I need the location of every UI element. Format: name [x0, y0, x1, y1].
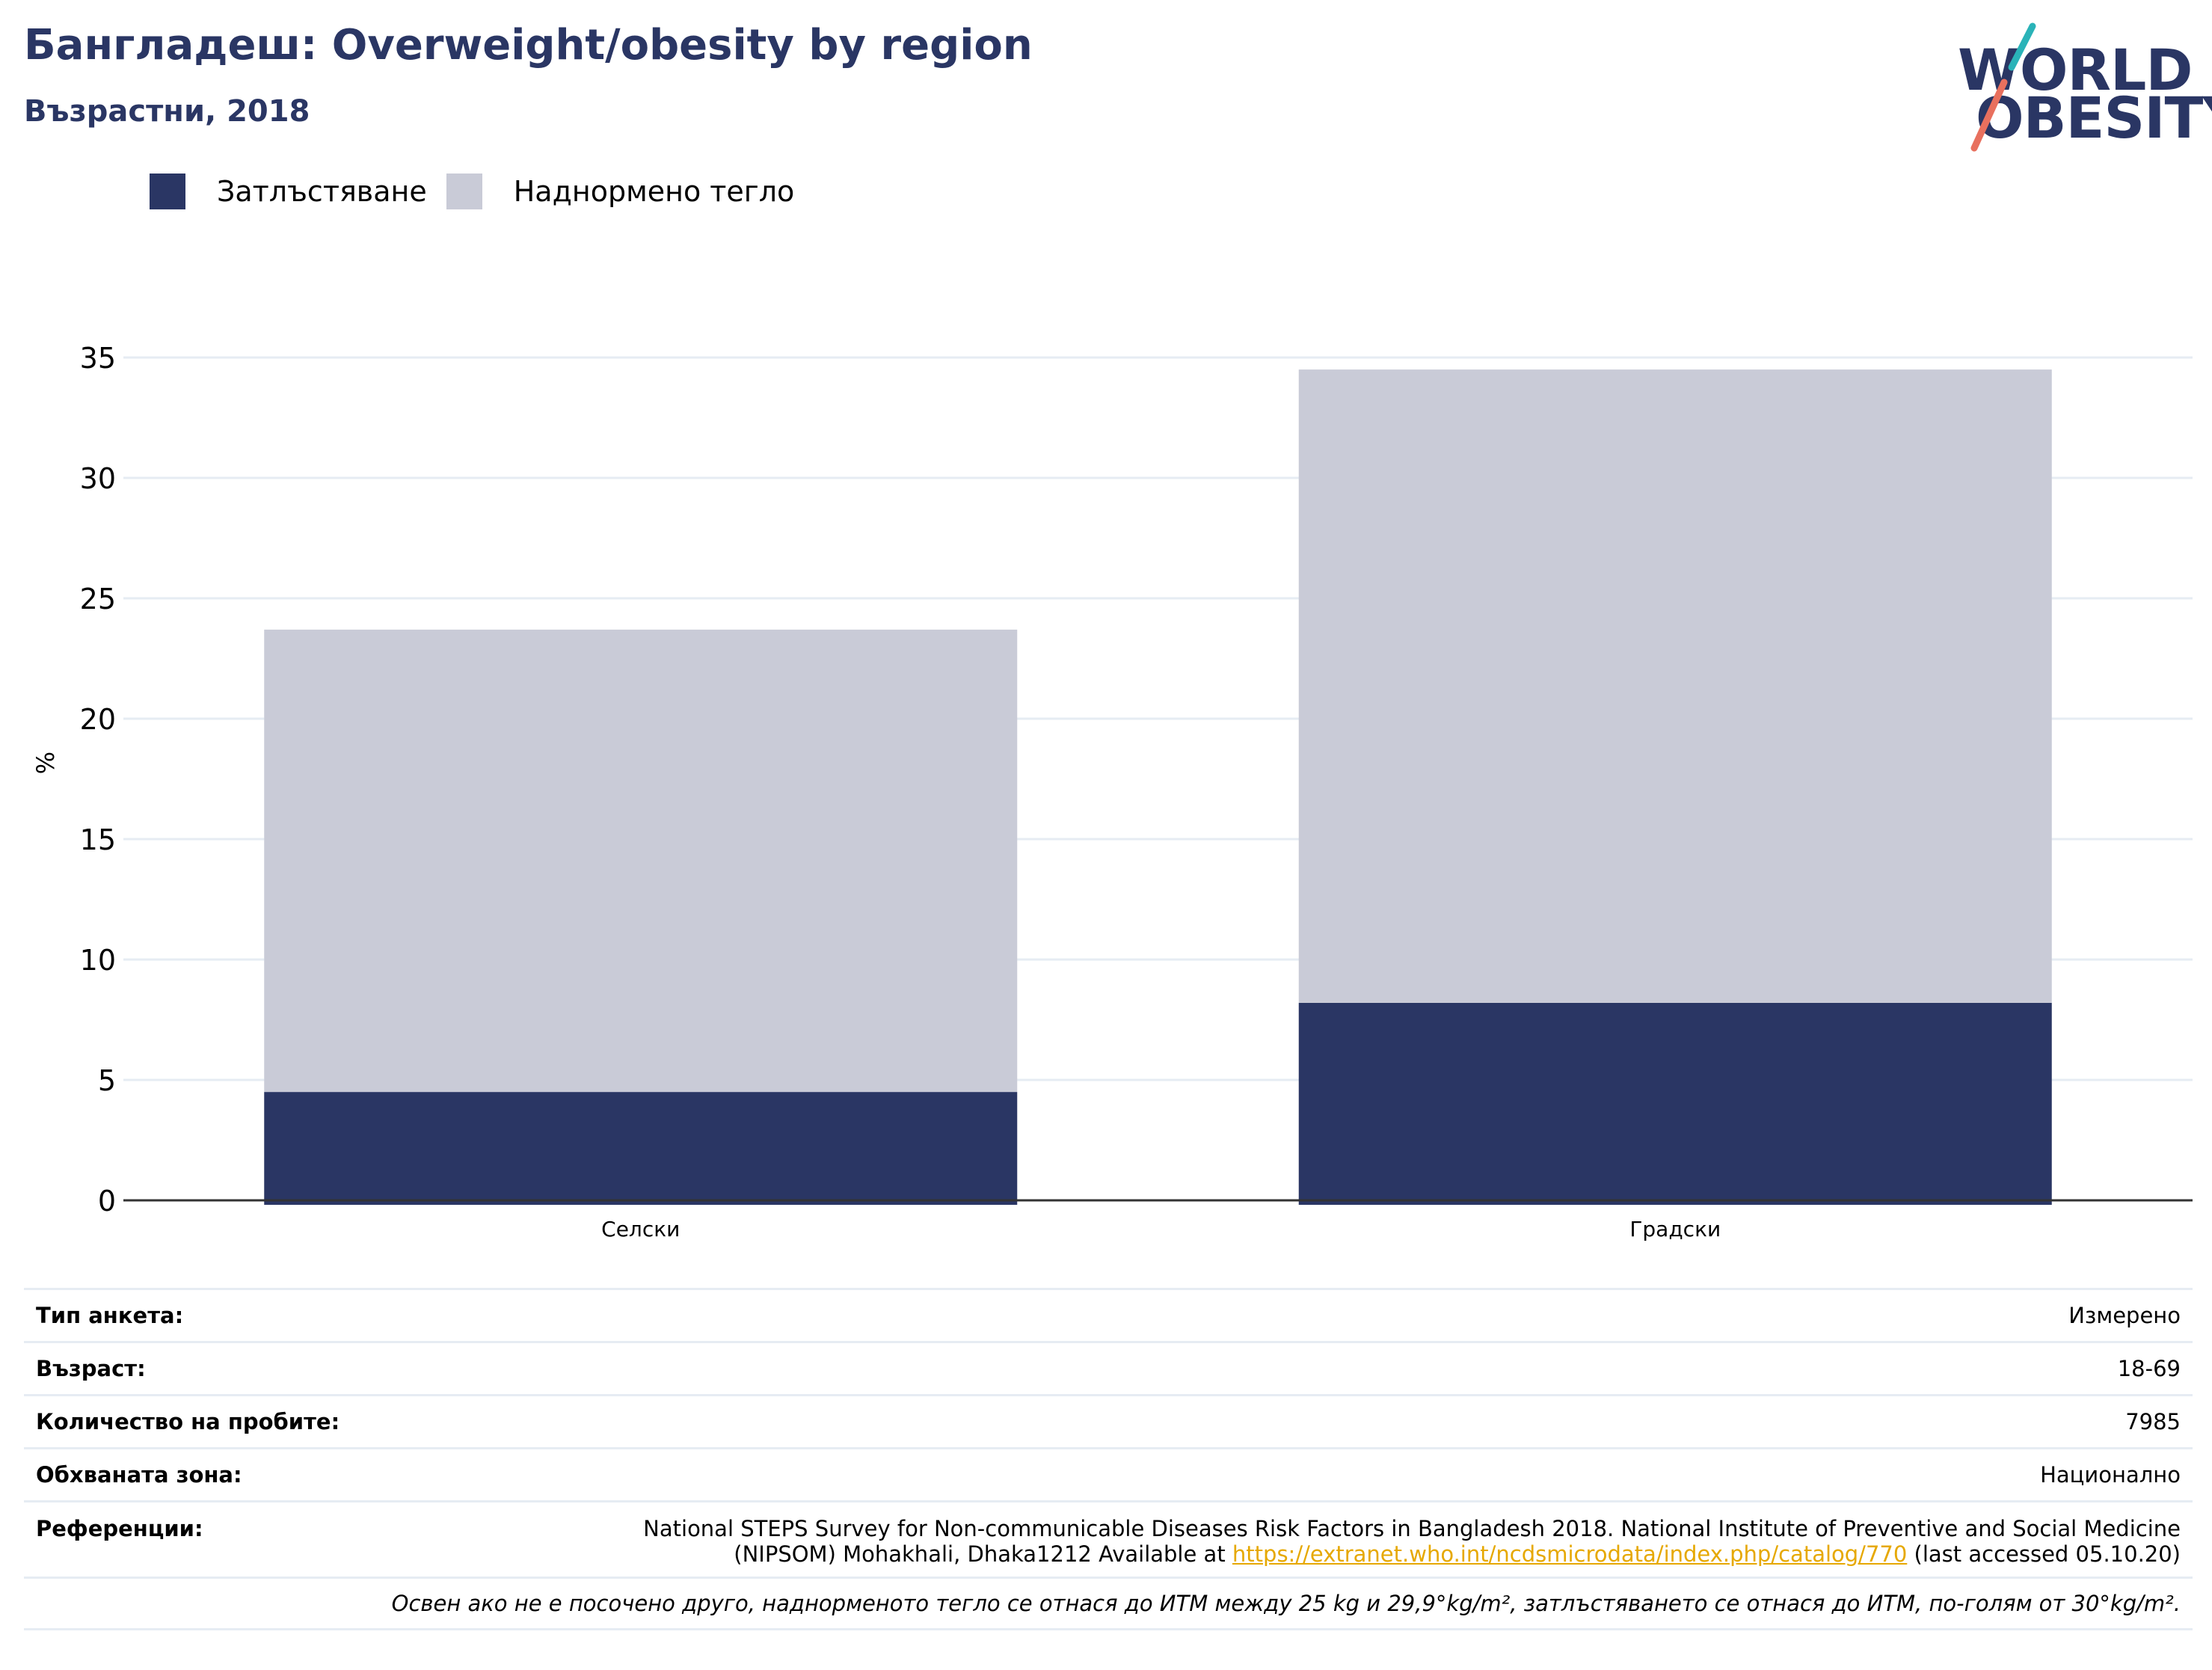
chart-subtitle: Възрастни, 2018 [24, 94, 310, 129]
chart-title: Бангладеш: Overweight/obesity by region [24, 21, 1033, 70]
info-label-sample-size: Количество на пробите: [36, 1409, 340, 1434]
references-line-1: National STEPS Survey for Non-communicab… [643, 1516, 2181, 1541]
references-line-2-prefix: (NIPSOM) Mohakhali, Dhaka1212 Available … [734, 1541, 1232, 1567]
legend-label-overweight: Наднормено тегло [513, 175, 795, 208]
logo-word-world: WORLD [1958, 37, 2193, 103]
legend-swatch-overweight [446, 174, 482, 209]
info-label-references: Референции: [36, 1516, 203, 1541]
info-value-age: 18-69 [2117, 1356, 2181, 1381]
y-tick-label: 15 [80, 823, 116, 856]
chart-legend: Затлъстяване Наднормено тегло [150, 171, 814, 212]
legend-label-obesity: Затлъстяване [217, 175, 427, 208]
info-label-survey-type: Тип анкета: [36, 1303, 184, 1328]
bar-obesity-1 [1298, 1002, 2052, 1205]
bmi-definition-note: Освен ако не е посочено друго, наднормен… [391, 1591, 2181, 1616]
y-tick-label: 30 [80, 462, 116, 495]
info-label-age: Възраст: [36, 1356, 146, 1381]
y-tick-label: 25 [80, 583, 116, 615]
info-value-area: Национално [2040, 1462, 2181, 1488]
info-row-note: Освен ако не е посочено друго, наднормен… [24, 1577, 2193, 1630]
y-tick-label: 10 [80, 944, 116, 977]
bar-overweight-1 [1298, 369, 2052, 1003]
x-tick-label: Градски [1629, 1217, 1721, 1241]
y-tick-label: 5 [98, 1064, 116, 1097]
x-tick-label: Селски [601, 1217, 680, 1241]
logo-word-obesity: OBESITY [1976, 85, 2212, 151]
info-row-area: Обхваната зона: Национално [24, 1447, 2193, 1500]
bar-obesity-0 [264, 1092, 1018, 1205]
legend-item-obesity: Затлъстяване [150, 174, 427, 209]
info-row-references: Референции: National STEPS Survey for No… [24, 1500, 2193, 1577]
info-value-survey-type: Измерено [2068, 1303, 2181, 1328]
references-line-2-suffix: (last accessed 05.10.20) [1907, 1541, 2181, 1567]
info-row-survey-type: Тип анкета: Измерено [24, 1288, 2193, 1341]
bar-chart: 0 5 10 15 20 25 30 35% Селски Градски [31, 342, 2193, 1241]
world-obesity-logo: WORLD OBESITY [1944, 21, 2212, 163]
logo-slash-icon [1970, 22, 2036, 152]
info-row-sample-size: Количество на пробите: 7985 [24, 1394, 2193, 1447]
y-tick-label: 20 [80, 703, 116, 736]
info-value-sample-size: 7985 [2125, 1409, 2181, 1434]
legend-item-overweight: Наднормено тегло [446, 174, 795, 209]
y-axis-label: % [31, 752, 60, 774]
references-text: National STEPS Survey for Non-communicab… [643, 1516, 2181, 1567]
y-tick-label: 0 [98, 1185, 116, 1218]
y-tick-label: 35 [80, 342, 116, 375]
references-link[interactable]: https://extranet.who.int/ncdsmicrodata/i… [1232, 1541, 1908, 1567]
info-row-age: Възраст: 18-69 [24, 1341, 2193, 1394]
bar-overweight-0 [264, 629, 1018, 1093]
legend-swatch-obesity [150, 174, 185, 209]
survey-info-table: Тип анкета: Измерено Възраст: 18-69 Коли… [24, 1288, 2193, 1630]
references-line-2: (NIPSOM) Mohakhali, Dhaka1212 Available … [643, 1541, 2181, 1567]
info-label-area: Обхваната зона: [36, 1462, 242, 1488]
